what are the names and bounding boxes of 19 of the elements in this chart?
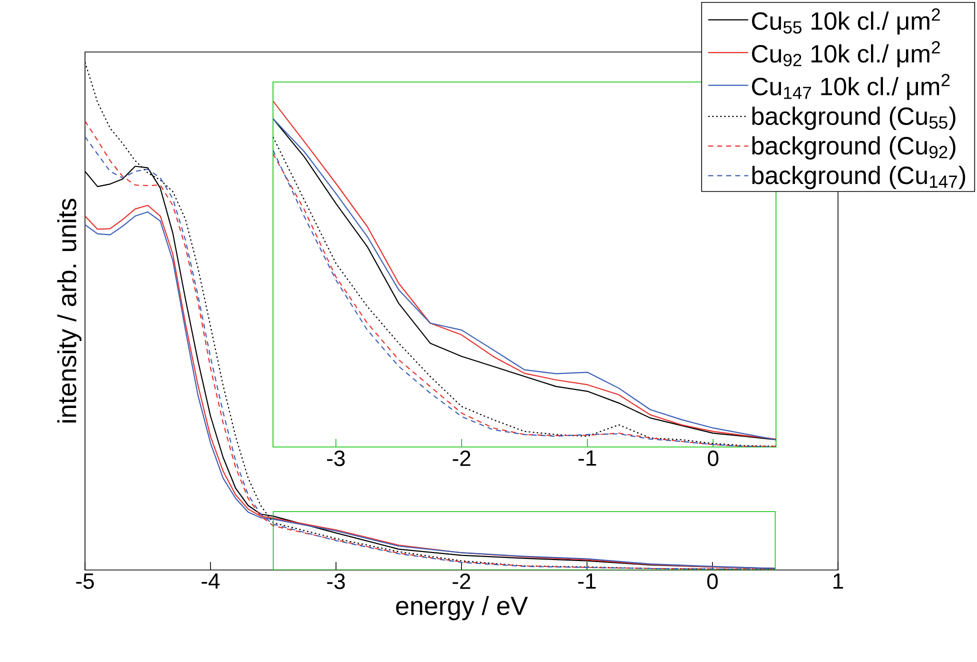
x-tick-label: -1 — [578, 450, 596, 466]
x-tick-label: -5 — [76, 574, 94, 589]
x-tick-label: 0 — [708, 450, 718, 466]
legend-label: background (Cu$_{92}$) — [752, 136, 956, 160]
x-tick-label: -1 — [578, 574, 596, 589]
x-tick-label: -2 — [452, 574, 470, 589]
legend-label: background (Cu$_{55}$) — [752, 106, 956, 130]
x-tick-label: -3 — [327, 450, 345, 466]
x-tick-label: -4 — [202, 574, 220, 589]
x-tick-label: -2 — [452, 450, 470, 466]
legend-label: Cu$_{147}$ 10k cl./ μm$^{2}$ — [752, 74, 950, 100]
legend-label: Cu$_{92}$ 10k cl./ μm$^{2}$ — [752, 41, 940, 68]
legend-label: Cu$_{55}$ 10k cl./ μm$^{2}$ — [752, 8, 940, 34]
y-axis-title: intensity / arb. units — [57, 198, 82, 422]
x-tick-label: 1 — [834, 574, 844, 589]
x-axis-title: energy / eV — [396, 596, 528, 620]
x-tick-label: -3 — [327, 574, 345, 590]
x-tick-label: 0 — [707, 574, 718, 590]
legend-label: background (Cu$_{147}$) — [752, 166, 966, 190]
